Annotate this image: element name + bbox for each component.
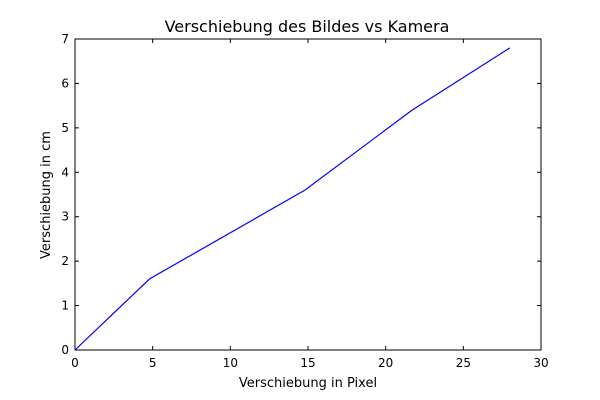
series-line xyxy=(74,47,511,351)
plot-frame xyxy=(74,38,542,351)
y-tick-label: 7 xyxy=(61,32,69,46)
x-tick-label: 25 xyxy=(456,356,471,370)
plot-area xyxy=(74,38,542,351)
y-axis-label: Verschiebung in cm xyxy=(39,131,54,259)
x-tick-label: 30 xyxy=(533,356,548,370)
y-tick-label: 2 xyxy=(61,254,69,268)
series-layer xyxy=(74,47,511,351)
x-tick-label: 5 xyxy=(149,356,157,370)
chart-title: Verschiebung des Bildes vs Kamera xyxy=(165,17,450,36)
y-tick-label: 6 xyxy=(61,76,69,90)
y-tick-label: 4 xyxy=(61,165,69,179)
y-tick-label: 3 xyxy=(61,210,69,224)
y-tick-label: 1 xyxy=(61,299,69,313)
x-tick-label: 20 xyxy=(378,356,393,370)
y-tick-label: 0 xyxy=(61,343,69,357)
x-axis: 0 5 10 15 20 25 30 xyxy=(71,39,549,370)
y-tick-label: 5 xyxy=(61,121,69,135)
x-tick-label: 0 xyxy=(71,356,79,370)
y-axis: 0 1 2 3 4 5 6 7 xyxy=(61,32,541,357)
x-tick-label: 15 xyxy=(300,356,315,370)
x-tick-label: 10 xyxy=(223,356,238,370)
x-axis-label: Verschiebung in Pixel xyxy=(239,376,377,391)
